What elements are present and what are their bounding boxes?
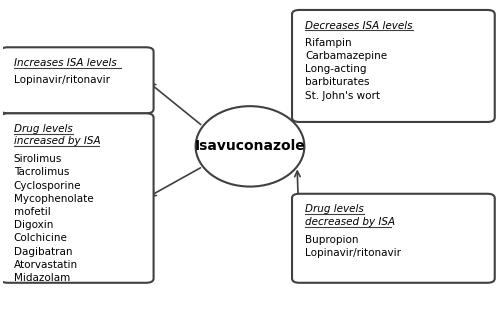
FancyBboxPatch shape bbox=[0, 47, 154, 113]
Text: Increases ISA levels: Increases ISA levels bbox=[14, 58, 117, 68]
FancyBboxPatch shape bbox=[0, 113, 154, 283]
Text: Bupropion
Lopinavir/ritonavir: Bupropion Lopinavir/ritonavir bbox=[306, 235, 402, 258]
Text: Drug levels
increased by ISA: Drug levels increased by ISA bbox=[14, 124, 101, 146]
Text: Rifampin
Carbamazepine
Long-acting
barbiturates
St. John's wort: Rifampin Carbamazepine Long-acting barbi… bbox=[306, 38, 388, 101]
FancyBboxPatch shape bbox=[292, 10, 495, 122]
Text: Sirolimus
Tacrolimus
Cyclosporine
Mycophenolate
mofetil
Digoxin
Colchicine
Dagib: Sirolimus Tacrolimus Cyclosporine Mycoph… bbox=[14, 154, 94, 283]
Text: Decreases ISA levels: Decreases ISA levels bbox=[306, 21, 413, 31]
FancyBboxPatch shape bbox=[292, 194, 495, 283]
Ellipse shape bbox=[196, 106, 304, 187]
Text: Isavuconazole: Isavuconazole bbox=[194, 139, 306, 153]
Text: Lopinavir/ritonavir: Lopinavir/ritonavir bbox=[14, 75, 110, 85]
Text: Drug levels
decreased by ISA: Drug levels decreased by ISA bbox=[306, 204, 396, 227]
